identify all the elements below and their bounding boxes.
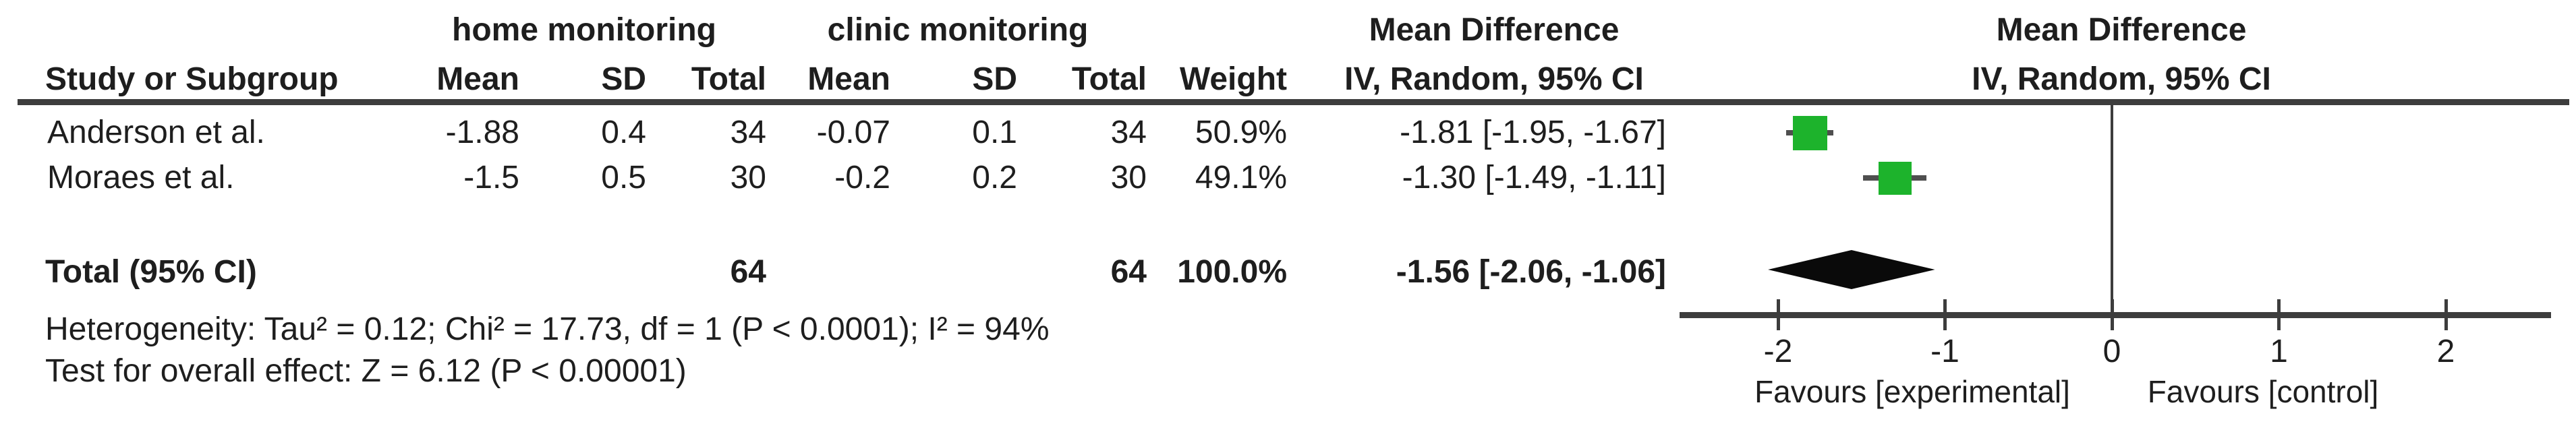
study-sd-ctl: 0.1 xyxy=(972,115,1017,150)
axis-tick-label: -2 xyxy=(1763,334,1793,369)
study-sd-ctl: 0.2 xyxy=(972,160,1017,195)
total-n-exp: 64 xyxy=(730,254,766,290)
study-name: Moraes et al. xyxy=(47,160,235,195)
study-total-exp: 30 xyxy=(730,160,766,195)
study-ci-text: -1.30 [-1.49, -1.11] xyxy=(1402,160,1666,195)
axis-tick-label: 2 xyxy=(2436,334,2455,369)
effect-column-title: Mean Difference xyxy=(1369,12,1620,48)
col-header-mean-exp: Mean xyxy=(436,61,519,97)
study-mean-exp: -1.88 xyxy=(445,115,519,150)
col-header-study: Study or Subgroup xyxy=(45,61,339,97)
study-ci-text: -1.81 [-1.95, -1.67] xyxy=(1400,115,1666,150)
col-header-sd-exp: SD xyxy=(601,61,646,97)
study-name: Anderson et al. xyxy=(47,115,265,150)
col-header-weight: Weight xyxy=(1179,61,1287,97)
favours-left-label: Favours [experimental] xyxy=(1754,374,2070,409)
col-header-total-ctl: Total xyxy=(1071,61,1147,97)
effect-square xyxy=(1878,161,1912,195)
total-label: Total (95% CI) xyxy=(45,254,257,290)
study-mean-ctl: -0.07 xyxy=(816,115,890,150)
study-mean-ctl: -0.2 xyxy=(834,160,890,195)
heterogeneity-note: Heterogeneity: Tau² = 0.12; Chi² = 17.73… xyxy=(45,311,1050,347)
study-weight: 50.9% xyxy=(1195,115,1287,150)
header-separator-line xyxy=(18,99,2569,105)
plot-column-title: Mean Difference xyxy=(1996,12,2247,48)
axis-tick-label: 0 xyxy=(2102,334,2121,369)
study-mean-exp: -1.5 xyxy=(463,160,519,195)
total-n-ctl: 64 xyxy=(1110,254,1147,290)
study-total-exp: 34 xyxy=(730,115,766,150)
total-ci-text: -1.56 [-2.06, -1.06] xyxy=(1396,254,1666,290)
study-sd-exp: 0.4 xyxy=(601,115,646,150)
col-header-mean-ctl: Mean xyxy=(807,61,890,97)
study-sd-exp: 0.5 xyxy=(601,160,646,195)
total-diamond xyxy=(1768,250,1935,289)
overall-effect-note: Test for overall effect: Z = 6.12 (P < 0… xyxy=(45,353,687,389)
axis-tick-label: 1 xyxy=(2270,334,2288,369)
axis-tick xyxy=(2444,299,2448,330)
axis-tick xyxy=(1943,299,1947,330)
zero-line xyxy=(2111,105,2113,315)
favours-right-label: Favours [control] xyxy=(2147,374,2379,409)
col-header-plot-ci: IV, Random, 95% CI xyxy=(1972,61,2271,97)
axis-tick xyxy=(2277,299,2281,330)
group-header-experimental: home monitoring xyxy=(452,12,716,48)
axis-tick xyxy=(1776,299,1780,330)
col-header-sd-ctl: SD xyxy=(972,61,1017,97)
x-axis-line xyxy=(1680,312,2551,318)
group-header-control: clinic monitoring xyxy=(827,12,1089,48)
axis-tick-label: -1 xyxy=(1930,334,1959,369)
axis-tick xyxy=(2110,299,2114,330)
study-total-ctl: 30 xyxy=(1110,160,1147,195)
study-total-ctl: 34 xyxy=(1110,115,1147,150)
study-weight: 49.1% xyxy=(1195,160,1287,195)
effect-square xyxy=(1792,115,1827,150)
col-header-total-exp: Total xyxy=(691,61,766,97)
col-header-ci: IV, Random, 95% CI xyxy=(1344,61,1644,97)
total-weight: 100.0% xyxy=(1177,254,1287,290)
